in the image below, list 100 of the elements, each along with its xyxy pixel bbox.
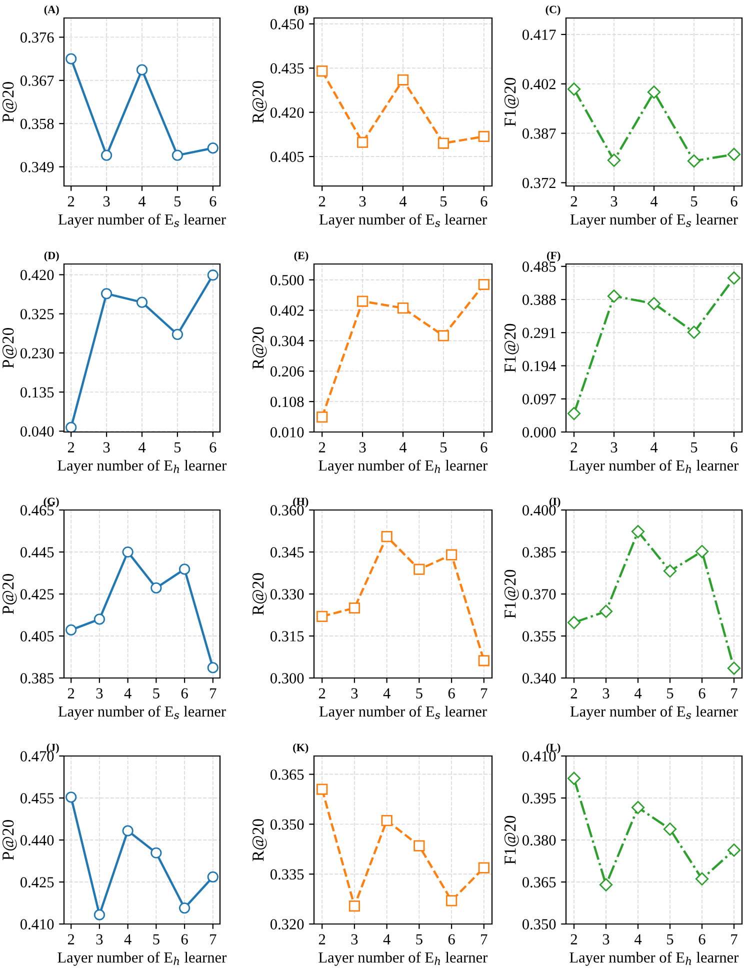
y-tick-label: 0.376	[20, 32, 54, 43]
y-tick-label: 0.135	[20, 387, 54, 398]
y-tick-label: 0.387	[522, 128, 556, 139]
y-tick-label: 0.335	[270, 869, 304, 880]
point	[647, 297, 661, 310]
chart-title: (F)	[547, 251, 560, 262]
y-tick-label: 0.365	[270, 769, 304, 780]
y-tick-label: 0.417	[522, 30, 556, 40]
y-axis-title: F1@20	[504, 324, 519, 372]
x-tick-label: 4	[383, 688, 390, 698]
x-axis-title: Layer number of E$_{s}$ learner	[319, 706, 487, 720]
point	[356, 296, 368, 307]
point	[150, 847, 162, 858]
point	[631, 524, 645, 538]
point	[446, 549, 458, 560]
chart-title: (D)	[44, 251, 59, 262]
x-axis-title: Layer number of E$_{h}$ learner	[58, 952, 227, 966]
y-tick-label: 0.465	[20, 505, 54, 516]
x-axis-title: Layer number of E$_{h}$ learner	[58, 460, 227, 474]
point	[687, 326, 701, 339]
y-tick-label: 0.450	[270, 19, 304, 30]
x-tick-label: 7	[731, 934, 738, 944]
x-tick-label: 7	[210, 688, 216, 698]
x-tick-label: 2	[318, 688, 326, 698]
point	[348, 602, 360, 614]
y-axis-title: F1@20	[504, 78, 519, 126]
y-axis-title: P@20	[2, 82, 17, 122]
point	[727, 662, 741, 675]
point	[348, 900, 360, 912]
point	[414, 840, 425, 852]
x-tick-label: 6	[480, 442, 488, 452]
point	[94, 614, 106, 625]
y-tick-label: 0.388	[522, 294, 556, 306]
x-tick-label: 2	[570, 442, 577, 452]
y-tick-label: 0.320	[270, 919, 304, 930]
chart-title: (C)	[546, 5, 560, 16]
x-axis-title: Layer number of E$_{s}$ learner	[58, 214, 226, 228]
y-tick-label: 0.358	[20, 118, 54, 130]
point	[150, 582, 162, 594]
y-tick-label: 0.370	[522, 589, 556, 600]
x-tick-label: 5	[440, 196, 447, 206]
x-tick-label: 5	[416, 934, 422, 944]
y-tick-label: 0.435	[270, 63, 304, 74]
y-tick-label: 0.350	[270, 819, 304, 830]
x-tick-label: 3	[103, 196, 110, 206]
y-axis-title: F1@20	[504, 816, 519, 864]
y-tick-label: 0.291	[522, 328, 556, 338]
x-tick-label: 2	[570, 196, 577, 206]
point	[172, 328, 184, 340]
y-axis-title: P@20	[2, 328, 17, 368]
y-tick-label: 0.425	[20, 877, 54, 888]
point	[695, 872, 709, 886]
point	[647, 86, 661, 99]
y-tick-label: 0.355	[522, 631, 556, 642]
point	[316, 784, 328, 795]
y-axis-title: P@20	[2, 574, 17, 614]
chart-title: (A)	[44, 5, 59, 16]
point	[607, 154, 621, 167]
x-tick-label: 6	[181, 934, 188, 944]
point	[207, 270, 218, 281]
y-tick-label: 0.350	[522, 919, 556, 930]
point	[414, 564, 425, 575]
point	[663, 564, 677, 578]
y-tick-label: 0.400	[522, 505, 556, 516]
y-tick-label: 0.097	[522, 394, 556, 404]
x-tick-label: 4	[650, 442, 658, 452]
point	[66, 792, 77, 803]
point	[478, 655, 490, 666]
y-tick-label: 0.420	[270, 107, 304, 118]
y-tick-label: 0.372	[522, 178, 556, 188]
point	[356, 136, 368, 148]
x-tick-label: 6	[448, 688, 455, 698]
x-tick-label: 3	[610, 442, 618, 452]
y-tick-label: 0.349	[20, 162, 54, 172]
x-tick-label: 7	[481, 688, 488, 698]
x-tick-label: 2	[318, 934, 326, 944]
x-tick-label: 4	[634, 688, 642, 698]
x-tick-label: 2	[318, 196, 326, 206]
y-tick-label: 0.194	[522, 360, 556, 372]
chart-title: (E)	[294, 251, 308, 262]
point	[727, 148, 741, 161]
point	[94, 909, 106, 920]
y-tick-label: 0.405	[270, 152, 304, 162]
x-tick-label: 2	[318, 442, 326, 452]
y-tick-label: 0.108	[270, 396, 304, 408]
point	[316, 610, 328, 622]
y-tick-label: 0.440	[20, 835, 54, 846]
point	[136, 64, 148, 76]
chart-title: (G)	[44, 497, 59, 508]
y-tick-label: 0.010	[270, 427, 304, 438]
y-tick-label: 0.300	[270, 673, 304, 684]
point	[478, 862, 490, 874]
point	[66, 53, 77, 64]
point	[207, 871, 218, 883]
x-tick-label: 4	[399, 196, 407, 206]
x-tick-label: 3	[103, 442, 110, 452]
point	[316, 65, 328, 77]
x-tick-label: 4	[650, 196, 658, 206]
point	[727, 271, 741, 285]
x-tick-label: 4	[399, 442, 407, 452]
